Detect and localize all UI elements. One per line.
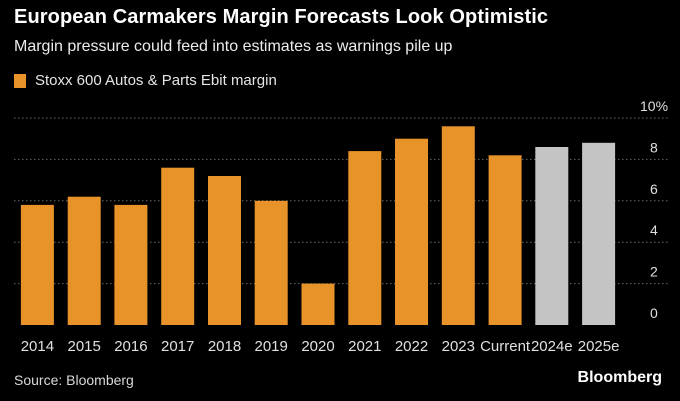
- source-note: Source: Bloomberg: [14, 372, 134, 388]
- x-tick-label: 2019: [255, 338, 288, 355]
- bar-2016: [114, 204, 148, 325]
- bar-2019: [254, 200, 288, 325]
- y-tick-label: 0: [650, 305, 658, 321]
- bar-2014: [20, 204, 54, 325]
- y-tick-label: 2: [650, 264, 658, 280]
- bar-current: [488, 155, 522, 325]
- chart-title: European Carmakers Margin Forecasts Look…: [14, 6, 549, 28]
- x-tick-label: 2023: [442, 338, 475, 355]
- legend-swatch: [14, 73, 26, 88]
- bar-2021: [348, 151, 382, 325]
- chart-subtitle: Margin pressure could feed into estimate…: [14, 38, 453, 55]
- bar-2020: [301, 283, 335, 325]
- bar-2023: [441, 126, 475, 325]
- y-tick-label: 10%: [640, 98, 668, 114]
- bar-2018: [208, 176, 241, 325]
- y-tick-label: 6: [650, 181, 658, 197]
- legend-label: Stoxx 600 Autos & Parts Ebit margin: [35, 72, 277, 89]
- bar-2015: [67, 196, 101, 325]
- y-axis: 0 2 4 6 8 10%: [640, 98, 668, 321]
- bar-2017: [161, 167, 195, 325]
- x-tick-label: 2016: [114, 338, 147, 355]
- x-tick-label: 2017: [161, 338, 194, 355]
- y-tick-label: 4: [650, 222, 658, 238]
- bar-2024e: [535, 147, 569, 325]
- x-tick-label: Current: [480, 338, 531, 355]
- x-tick-label: 2015: [68, 338, 101, 355]
- bar-2022: [395, 138, 428, 325]
- bloomberg-logo: Bloomberg: [577, 369, 662, 386]
- y-tick-label: 8: [650, 139, 658, 155]
- x-tick-label: 2025e: [578, 338, 620, 355]
- x-tick-label: 2014: [21, 338, 54, 355]
- chart-legend: Stoxx 600 Autos & Parts Ebit margin: [14, 72, 277, 89]
- x-tick-label: 2021: [348, 338, 381, 355]
- grid-lines: [14, 117, 668, 285]
- x-tick-label: 2024e: [531, 338, 573, 355]
- bar-2025e: [582, 142, 616, 325]
- x-tick-label: 2022: [395, 338, 428, 355]
- x-tick-label: 2018: [208, 338, 241, 355]
- x-axis: 2014 2015 2016 2017 2018 2019 2020 2021 2022 2023…: [21, 338, 620, 355]
- bars: [20, 126, 616, 325]
- x-tick-label: 2020: [301, 338, 334, 355]
